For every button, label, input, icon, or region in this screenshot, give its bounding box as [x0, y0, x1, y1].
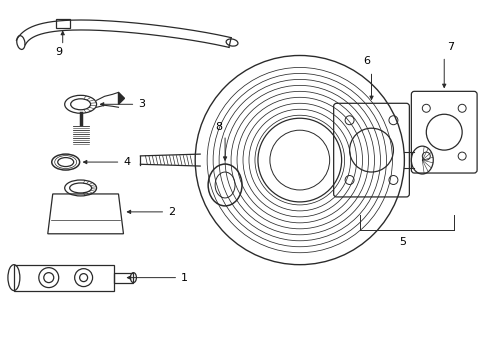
Text: 7: 7 [447, 41, 453, 51]
Bar [14, 265, 113, 291]
Text: 9: 9 [56, 48, 63, 58]
Text: 1: 1 [181, 273, 188, 283]
Text: 5: 5 [398, 237, 405, 247]
Text: 2: 2 [168, 207, 175, 217]
Text: 8: 8 [215, 122, 222, 132]
Text: 6: 6 [363, 57, 370, 67]
Text: 4: 4 [123, 157, 130, 167]
Bar [56, 19, 69, 28]
Bar [113, 273, 133, 283]
Polygon shape [118, 92, 124, 104]
Text: 3: 3 [138, 99, 145, 109]
